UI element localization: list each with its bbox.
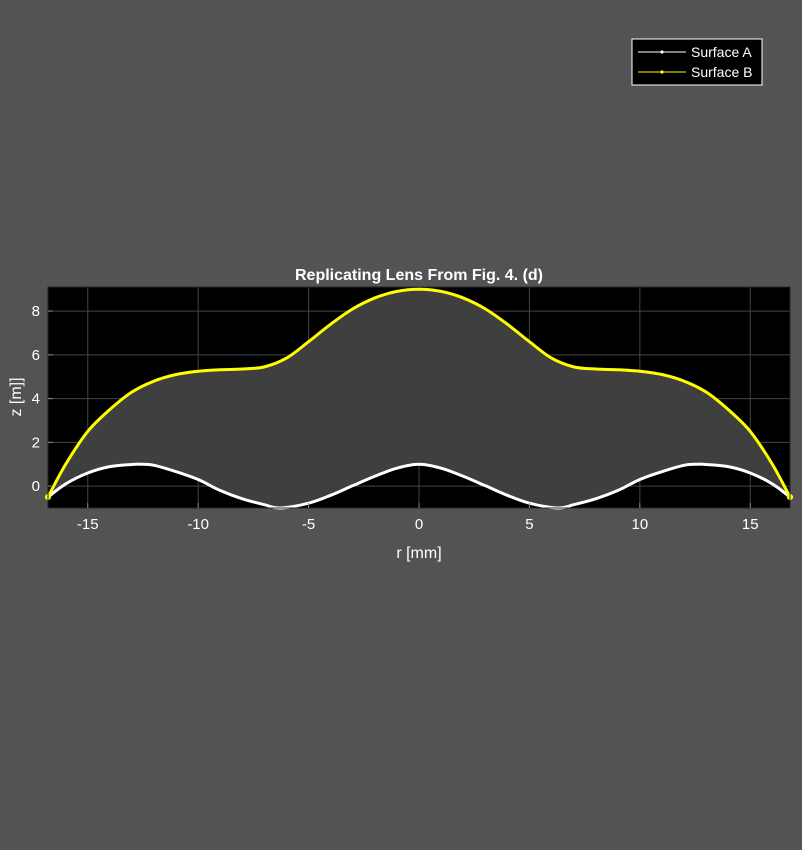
- y-tick-label: 4: [32, 391, 40, 408]
- x-tick-label: 5: [525, 516, 533, 533]
- x-tick-label: -15: [77, 516, 99, 533]
- legend-marker-surface-b: [660, 70, 664, 74]
- x-tick-label: -5: [302, 516, 315, 533]
- legend-label-surface-a: Surface A: [691, 44, 752, 60]
- y-tick-label: 0: [32, 478, 40, 495]
- x-tick-label: 15: [742, 516, 759, 533]
- legend-label-surface-b: Surface B: [691, 64, 752, 80]
- legend-box: [631, 38, 763, 86]
- series-layer: [45, 287, 793, 510]
- lens-fill: [48, 289, 790, 509]
- y-axis-label: z [m]]: [8, 377, 25, 416]
- legend[interactable]: Surface A Surface B: [631, 38, 763, 86]
- y-tick-label: 2: [32, 434, 40, 451]
- series-line-surface-a: [46, 462, 792, 510]
- series-line-surface-b: [46, 287, 792, 499]
- x-tick-label: -10: [187, 516, 209, 533]
- x-axis-label: r [mm]: [396, 545, 441, 562]
- legend-marker-surface-a: [660, 50, 664, 54]
- x-tick-label: 10: [631, 516, 648, 533]
- tick-labels: -15 -10 -5 0 5 10 15 0 2 4 6 8: [32, 303, 759, 533]
- chart-title: Replicating Lens From Fig. 4. (d): [295, 267, 543, 284]
- y-tick-label: 8: [32, 303, 40, 320]
- y-tick-label: 6: [32, 347, 40, 364]
- x-tick-label: 0: [415, 516, 423, 533]
